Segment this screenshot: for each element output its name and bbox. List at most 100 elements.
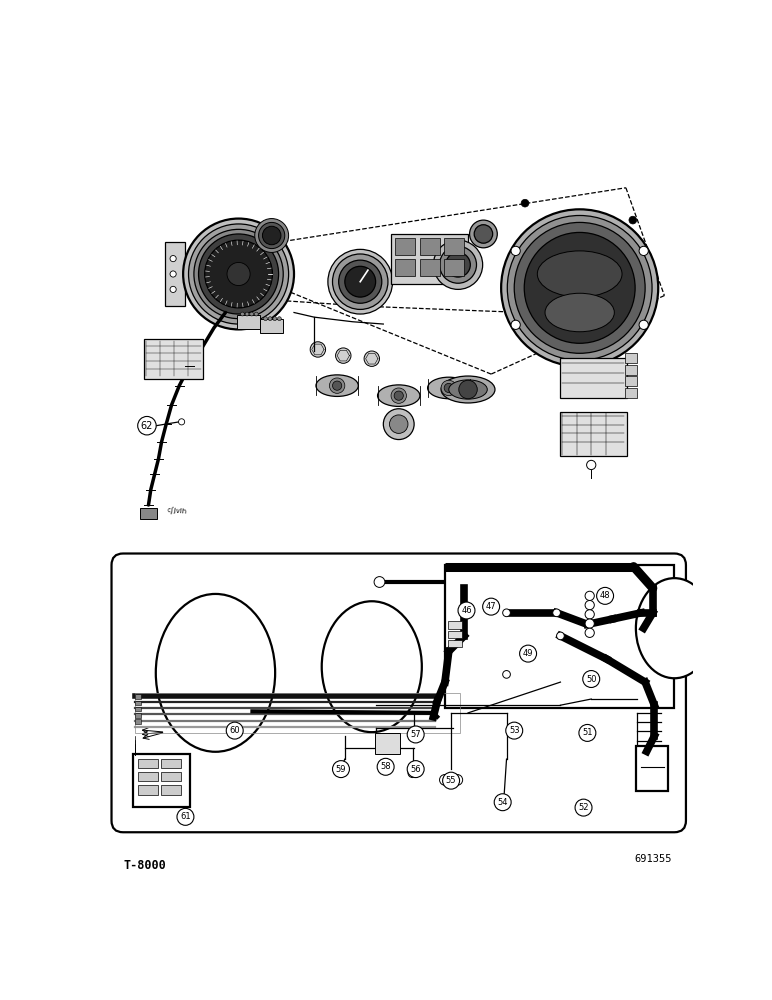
Circle shape bbox=[333, 761, 350, 778]
Circle shape bbox=[333, 381, 342, 390]
Circle shape bbox=[407, 761, 424, 778]
Circle shape bbox=[506, 722, 523, 739]
Ellipse shape bbox=[378, 385, 420, 406]
FancyBboxPatch shape bbox=[144, 339, 203, 379]
Circle shape bbox=[378, 758, 394, 775]
Circle shape bbox=[391, 388, 406, 403]
Circle shape bbox=[226, 722, 243, 739]
Circle shape bbox=[445, 252, 470, 277]
Circle shape bbox=[585, 591, 594, 600]
FancyBboxPatch shape bbox=[137, 759, 157, 768]
Circle shape bbox=[177, 808, 194, 825]
Circle shape bbox=[494, 794, 511, 811]
FancyBboxPatch shape bbox=[134, 707, 141, 711]
FancyBboxPatch shape bbox=[560, 412, 627, 456]
FancyBboxPatch shape bbox=[164, 242, 185, 306]
Circle shape bbox=[245, 312, 249, 316]
Circle shape bbox=[585, 619, 594, 628]
Circle shape bbox=[254, 312, 258, 316]
Circle shape bbox=[345, 266, 376, 297]
FancyBboxPatch shape bbox=[134, 701, 141, 705]
Circle shape bbox=[439, 246, 476, 283]
Circle shape bbox=[188, 224, 289, 324]
Circle shape bbox=[227, 262, 250, 286]
Ellipse shape bbox=[537, 251, 622, 297]
FancyBboxPatch shape bbox=[444, 259, 464, 276]
Circle shape bbox=[390, 415, 408, 433]
Circle shape bbox=[575, 799, 592, 816]
FancyBboxPatch shape bbox=[636, 746, 669, 791]
Circle shape bbox=[194, 229, 283, 319]
Circle shape bbox=[583, 671, 600, 687]
Circle shape bbox=[639, 320, 648, 329]
FancyBboxPatch shape bbox=[137, 772, 157, 781]
Ellipse shape bbox=[636, 578, 713, 678]
Circle shape bbox=[585, 600, 594, 610]
Circle shape bbox=[452, 774, 462, 785]
Circle shape bbox=[241, 312, 245, 316]
FancyBboxPatch shape bbox=[560, 358, 627, 398]
FancyBboxPatch shape bbox=[161, 772, 181, 781]
Circle shape bbox=[639, 246, 648, 256]
FancyBboxPatch shape bbox=[448, 631, 462, 638]
Circle shape bbox=[333, 254, 388, 309]
Circle shape bbox=[444, 383, 453, 393]
Ellipse shape bbox=[322, 601, 422, 732]
Circle shape bbox=[170, 286, 176, 292]
Circle shape bbox=[511, 246, 520, 256]
Ellipse shape bbox=[449, 380, 487, 399]
FancyBboxPatch shape bbox=[625, 365, 638, 375]
FancyBboxPatch shape bbox=[134, 694, 141, 699]
Circle shape bbox=[183, 219, 294, 329]
Circle shape bbox=[178, 419, 185, 425]
FancyBboxPatch shape bbox=[161, 759, 181, 768]
Circle shape bbox=[170, 271, 176, 277]
Text: 61: 61 bbox=[180, 812, 191, 821]
Ellipse shape bbox=[441, 376, 495, 403]
Circle shape bbox=[441, 380, 456, 396]
FancyBboxPatch shape bbox=[137, 785, 157, 795]
Circle shape bbox=[514, 222, 645, 353]
Text: 54: 54 bbox=[497, 798, 508, 807]
FancyBboxPatch shape bbox=[445, 565, 675, 708]
FancyBboxPatch shape bbox=[625, 388, 638, 398]
FancyBboxPatch shape bbox=[625, 353, 638, 363]
Circle shape bbox=[507, 215, 652, 360]
Ellipse shape bbox=[316, 375, 358, 396]
Circle shape bbox=[255, 219, 289, 252]
Circle shape bbox=[310, 342, 326, 357]
FancyBboxPatch shape bbox=[140, 508, 157, 519]
Circle shape bbox=[520, 645, 537, 662]
Circle shape bbox=[503, 609, 510, 617]
Circle shape bbox=[553, 609, 560, 617]
Text: c∫jvlh: c∫jvlh bbox=[166, 507, 187, 516]
FancyBboxPatch shape bbox=[391, 234, 468, 284]
Circle shape bbox=[459, 380, 477, 399]
Text: 47: 47 bbox=[486, 602, 496, 611]
Circle shape bbox=[328, 249, 393, 314]
Text: 55: 55 bbox=[446, 776, 456, 785]
Circle shape bbox=[374, 577, 385, 587]
Ellipse shape bbox=[428, 377, 470, 399]
Ellipse shape bbox=[156, 594, 275, 752]
Circle shape bbox=[259, 222, 285, 249]
Circle shape bbox=[524, 232, 635, 343]
Text: 58: 58 bbox=[381, 762, 391, 771]
Circle shape bbox=[407, 726, 424, 743]
Circle shape bbox=[273, 317, 276, 321]
Circle shape bbox=[585, 610, 594, 619]
Text: 53: 53 bbox=[509, 726, 520, 735]
FancyBboxPatch shape bbox=[444, 238, 464, 255]
Circle shape bbox=[458, 602, 475, 619]
Circle shape bbox=[474, 225, 493, 243]
FancyBboxPatch shape bbox=[134, 719, 141, 724]
Text: 46: 46 bbox=[461, 606, 472, 615]
FancyBboxPatch shape bbox=[237, 315, 260, 329]
FancyBboxPatch shape bbox=[134, 713, 141, 718]
Circle shape bbox=[460, 609, 468, 617]
Circle shape bbox=[339, 260, 382, 303]
Circle shape bbox=[249, 312, 253, 316]
Circle shape bbox=[198, 234, 279, 314]
Text: 49: 49 bbox=[523, 649, 533, 658]
FancyBboxPatch shape bbox=[419, 238, 439, 255]
